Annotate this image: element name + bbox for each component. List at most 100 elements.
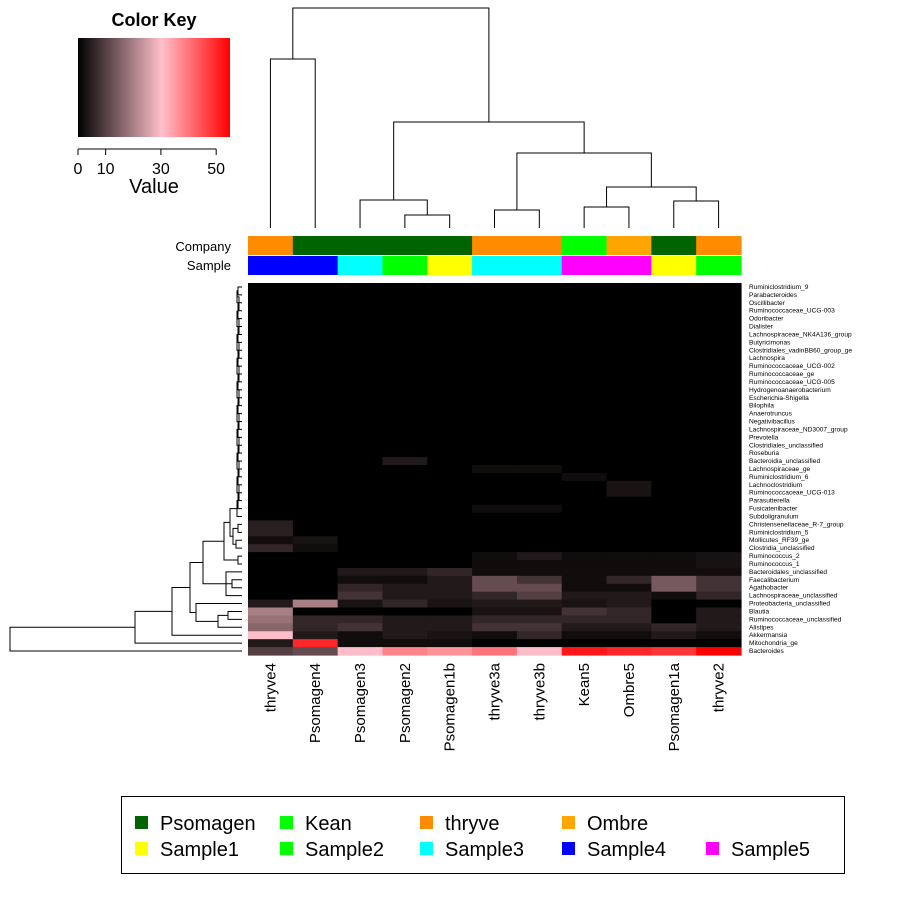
heatmap-cell [427,306,473,316]
heatmap-cell [561,283,608,292]
legend-label: Psomagen [160,813,256,835]
heatmap-cell [606,520,652,529]
heatmap-cell [561,425,608,434]
heatmap-cell [561,607,608,617]
row-label: Bacteroides [749,648,785,655]
heatmap-cell [248,639,294,648]
legend-label: thryve [445,813,500,835]
heatmap-cell [606,496,652,506]
heatmap-cell [516,354,563,363]
dendrogram-branch [393,121,585,200]
row-label: Lachnospiraceae_NK4A136_group [749,331,852,338]
heatmap-cell [292,480,339,490]
heatmap-cell [337,433,384,442]
heatmap-cell [516,290,563,300]
heatmap-cell [561,290,608,300]
heatmap-cell [427,457,473,466]
heatmap-cell [472,290,518,300]
heatmap-cell [427,433,473,442]
heatmap-cell [516,433,563,442]
heatmap-cell [651,441,697,450]
annotation-label-sample: Sample [187,258,231,273]
company-cell-Psomagen1b [427,236,473,255]
heatmap-cell [606,433,652,442]
heatmap-cell [382,425,428,434]
annotation-labels: Company Sample [175,239,231,273]
heatmap-cell [696,417,742,427]
heatmap-cell [248,472,294,482]
sample-cell-thryve4 [248,256,294,275]
heatmap-cell [472,567,518,577]
heatmap-cell [651,409,697,419]
heatmap-cell [561,639,608,648]
heatmap-cell [337,536,384,545]
heatmap-cell [516,322,563,332]
column-label: Kean5 [576,663,593,706]
heatmap-cell [651,583,697,593]
heatmap-cell [472,417,518,427]
heatmap-cell [696,607,742,617]
heatmap-cell [292,544,339,553]
heatmap-cell [696,298,742,308]
heatmap-cell [696,528,742,537]
heatmap-cell [248,362,294,371]
row-label: Ruminiclostridium_6 [749,474,809,481]
heatmap-cell [606,322,652,332]
heatmap-cell [292,496,339,506]
heatmap-cell [561,433,608,442]
dendrogram-branch [237,555,242,565]
heatmap-cell [651,639,697,648]
heatmap-cell [382,567,428,577]
heatmap-cell [651,599,697,609]
heatmap-cell [248,290,294,300]
heatmap-cell [472,433,518,442]
sample-cell-Psomagen1a [651,256,697,275]
row-label: Faecalibacterium [749,577,800,584]
heatmap-cell [292,417,339,427]
dendrogram-branch [606,186,697,207]
heatmap-cell [248,623,294,632]
heatmap-cell [696,346,742,355]
heatmap-cell [472,480,518,490]
row-label: Ruminiclostridium_5 [749,529,809,536]
heatmap-cell [561,599,608,609]
row-label: Bacteroidales_unclassified [749,569,827,576]
annotation-label-company: Company [175,239,231,254]
legend-label: Sample1 [160,839,239,861]
heatmap-cell [696,472,742,482]
heatmap-cell [472,488,518,498]
heatmap-cell [248,512,294,522]
heatmap-cell [696,480,742,490]
heatmap-cell [382,449,428,458]
heatmap-cell [696,504,742,514]
heatmap-cell [516,488,563,498]
heatmap-cell [561,385,608,395]
dendrogram-branch [516,152,652,210]
company-cell-Psomagen3 [337,236,384,255]
heatmap-cell [427,330,473,340]
heatmap-cell [472,449,518,458]
heatmap-cell [292,607,339,617]
heatmap-cell [696,425,742,434]
heatmap-cell [696,623,742,632]
heatmap-cell [651,496,697,506]
heatmap-cell [561,528,608,537]
heatmap-cell [561,362,608,371]
heatmap-cell [516,583,563,593]
heatmap-cell [427,409,473,419]
heatmap-cell [606,425,652,434]
company-cell-Psomagen4 [292,236,339,255]
column-label: thryve4 [262,663,279,712]
heatmap-cell [337,441,384,450]
heatmap-cell [651,504,697,514]
heatmap-cell [292,457,339,466]
heatmap-cell [427,283,473,292]
heatmap-cell [561,615,608,624]
color-key-tick-label: 10 [97,161,115,178]
heatmap-cell [337,552,384,561]
heatmap-cell [337,385,384,395]
row-label: Agathobacter [749,585,789,592]
heatmap-cell [472,591,518,601]
heatmap-cell [382,401,428,411]
